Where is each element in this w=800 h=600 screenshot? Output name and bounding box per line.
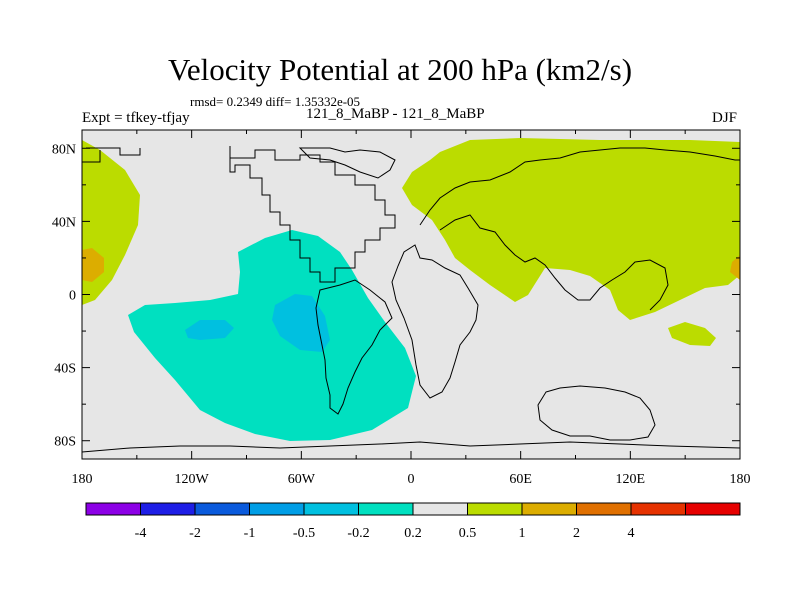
colorbar-label: 4 xyxy=(628,526,635,541)
colorbar-label: 0.2 xyxy=(404,526,422,541)
colorbar-label: -4 xyxy=(135,526,147,541)
contour-fields xyxy=(82,138,740,441)
colorbar-swatch xyxy=(85,502,141,516)
coastline-australia xyxy=(537,385,656,441)
coastline-south-america xyxy=(315,279,393,415)
x-tick-label: 0 xyxy=(408,472,415,487)
colorbar-swatch xyxy=(303,502,359,516)
colorbar-swatch xyxy=(467,502,523,516)
colorbar-swatch xyxy=(358,502,414,516)
y-tick-label: 80S xyxy=(54,435,76,450)
negative-region-americas xyxy=(128,230,416,441)
x-tick-label: 180 xyxy=(730,472,751,487)
map-title: Velocity Potential at 200 hPa (km2/s) xyxy=(167,52,633,87)
stats-label: rmsd= 0.2349 diff= 1.35332e-05 xyxy=(190,94,361,109)
case-label: 121_8_MaBP - 121_8_MaBP xyxy=(306,106,485,122)
x-tick-label: 120W xyxy=(175,472,210,487)
colorbar-label: -2 xyxy=(189,526,201,541)
colorbar: -4 -2 -1 -0.5 -0.2 0.2 0.5 1 2 4 xyxy=(85,502,741,541)
positive-core-west xyxy=(82,248,104,282)
colorbar-label: -0.5 xyxy=(293,526,315,541)
experiment-label: Expt = tfkey-tfjay xyxy=(82,110,190,126)
negative-core-southpacific xyxy=(185,320,234,340)
colorbar-swatch xyxy=(685,502,741,516)
colorbar-swatch xyxy=(576,502,632,516)
colorbar-label: 1 xyxy=(519,526,526,541)
colorbar-label: -0.2 xyxy=(347,526,369,541)
colorbar-swatch xyxy=(249,502,305,516)
coastline-eurasia-africa xyxy=(391,147,740,399)
x-tick-label: 60E xyxy=(509,472,532,487)
y-tick-label: 80N xyxy=(52,142,76,157)
colorbar-swatch xyxy=(412,502,468,516)
coastlines xyxy=(82,146,740,453)
positive-core-east xyxy=(730,255,740,280)
x-tick-label: 180 xyxy=(72,472,93,487)
negative-core-southamerica xyxy=(272,294,330,352)
colorbar-swatch xyxy=(194,502,250,516)
coastline-greenland xyxy=(298,147,396,179)
y-tick-label: 0 xyxy=(69,289,76,304)
positive-blob-pacific xyxy=(668,322,716,346)
x-tick-label: 60W xyxy=(288,472,316,487)
coastline-north-america xyxy=(82,146,396,283)
colorbar-swatch xyxy=(140,502,196,516)
coastline-antarctica xyxy=(82,441,740,453)
colorbar-label: 2 xyxy=(573,526,580,541)
season-label: DJF xyxy=(711,110,737,126)
colorbar-swatch xyxy=(630,502,686,516)
colorbar-label: 0.5 xyxy=(459,526,477,541)
y-tick-label: 40N xyxy=(52,215,76,230)
positive-region-eurasia xyxy=(402,138,740,320)
x-tick-label: 120E xyxy=(616,472,646,487)
axis-labels: 180 120W 60W 0 60E 120E 180 80N 40N 0 40S 80S xyxy=(52,142,751,487)
y-tick-label: 40S xyxy=(54,362,76,377)
colorbar-swatch xyxy=(521,502,577,516)
axis-ticks xyxy=(81,130,741,459)
colorbar-label: -1 xyxy=(244,526,256,541)
